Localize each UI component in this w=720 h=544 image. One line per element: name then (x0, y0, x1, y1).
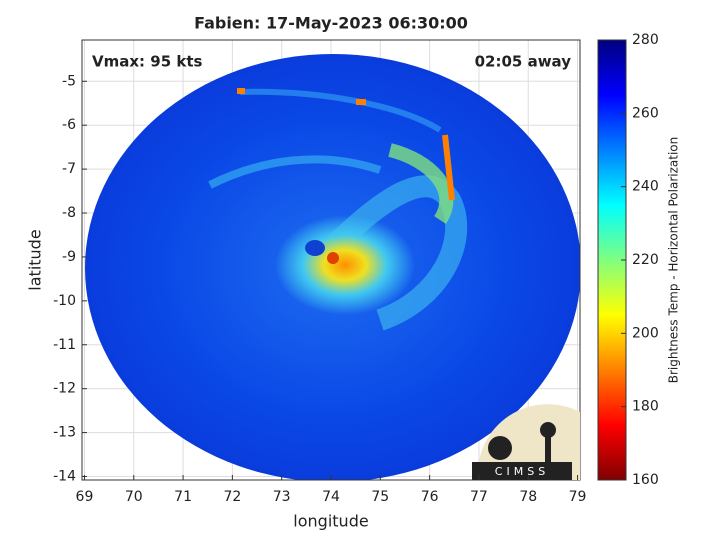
logo: CIMSS (472, 404, 580, 480)
y-tick-label: -14 (53, 468, 76, 484)
x-tick-label: 74 (322, 489, 340, 505)
chart-title: Fabien: 17-May-2023 06:30:00 (194, 14, 468, 33)
colorbar-tick-label: 240 (632, 179, 659, 195)
x-tick-label: 73 (273, 489, 291, 505)
y-tick-label: -7 (62, 161, 76, 177)
x-tick-label: 71 (174, 489, 192, 505)
y-tick-label: -5 (62, 73, 76, 89)
x-axis-label: longitude (293, 512, 368, 531)
colorbar-tick-label: 220 (632, 252, 659, 268)
storm-image (85, 54, 580, 480)
logo-text: CIMSS (495, 465, 549, 478)
x-tick-label: 69 (76, 489, 94, 505)
y-tick-label: -13 (53, 425, 76, 441)
x-tick-label: 70 (125, 489, 143, 505)
x-tick-label: 76 (421, 489, 439, 505)
y-tick-label: -11 (53, 337, 76, 353)
annotation: Vmax: 95 kts (92, 53, 202, 71)
y-tick-label: -6 (62, 117, 76, 133)
x-tick-label: 77 (470, 489, 488, 505)
colorbar-tick-label: 180 (632, 399, 659, 415)
y-tick-label: -9 (62, 249, 76, 265)
x-tick-label: 75 (371, 489, 389, 505)
y-axis-label: latitude (26, 229, 45, 290)
y-tick-label: -8 (62, 205, 76, 221)
colorbar-tick-label: 200 (632, 325, 659, 341)
x-tick-label: 78 (519, 489, 537, 505)
colorbar-label: Brightness Temp - Horizontal Polarizatio… (667, 137, 681, 384)
colorbar-tick-label: 260 (632, 105, 659, 121)
x-tick-label: 72 (223, 489, 241, 505)
colorbar-tick-label: 280 (632, 32, 659, 48)
x-tick-label: 79 (569, 489, 587, 505)
colorbar-tick-label: 160 (632, 472, 659, 488)
annotation: 02:05 away (475, 53, 572, 71)
y-tick-label: -10 (53, 293, 76, 309)
y-tick-label: -12 (53, 381, 76, 397)
